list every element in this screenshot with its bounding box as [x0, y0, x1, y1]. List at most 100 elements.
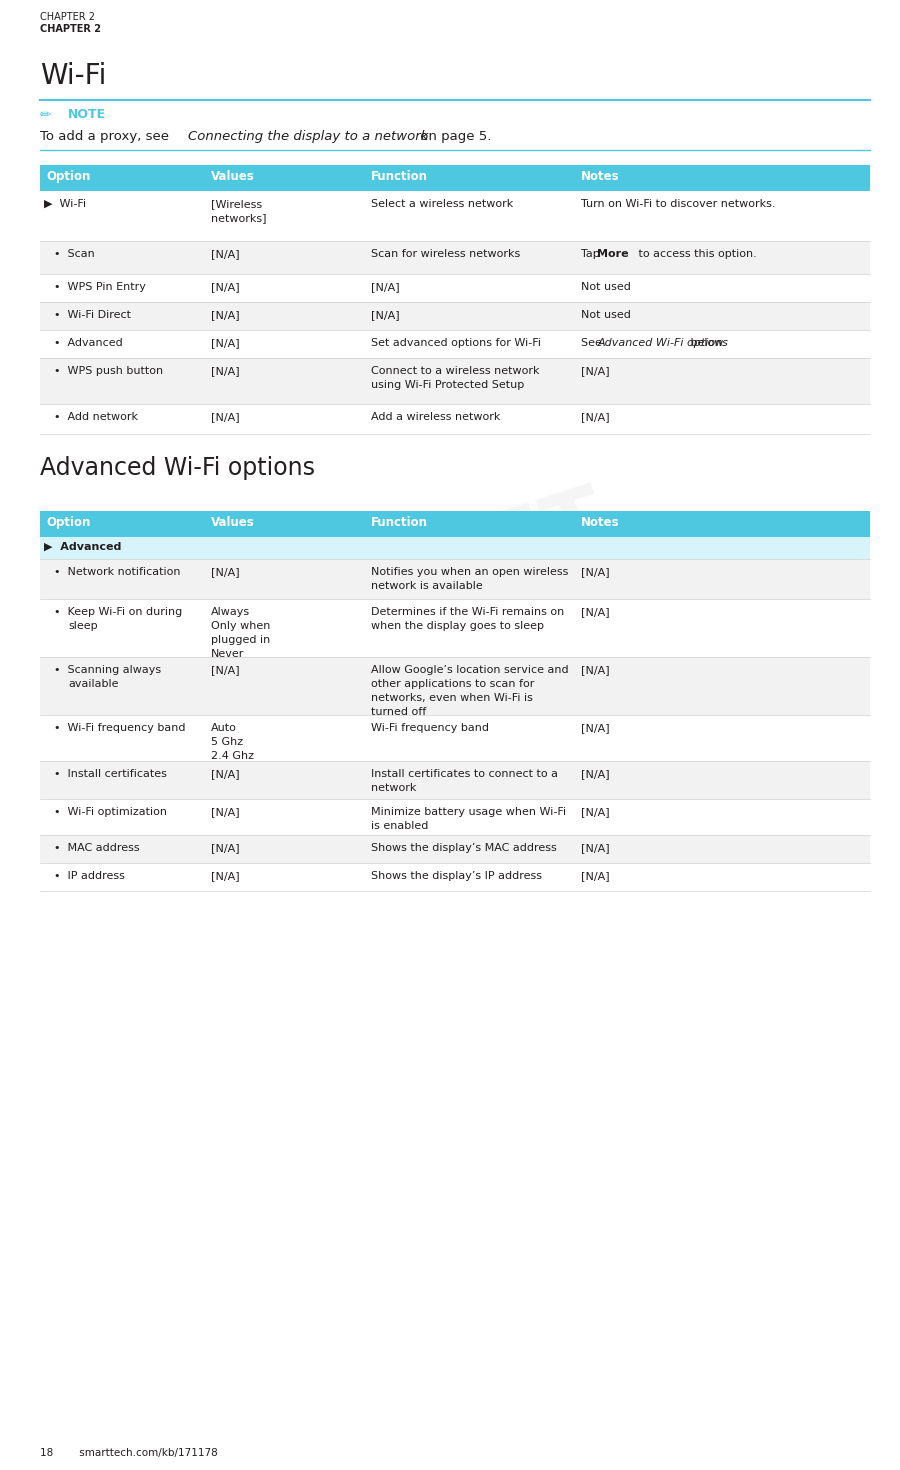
- Text: Always: Always: [211, 607, 250, 617]
- Text: •  Wi-Fi Direct: • Wi-Fi Direct: [54, 310, 131, 320]
- Text: [N/A]: [N/A]: [211, 567, 239, 578]
- Text: Not used: Not used: [581, 310, 631, 320]
- Text: network: network: [371, 784, 417, 792]
- Text: on page 5.: on page 5.: [416, 129, 491, 143]
- Text: Select a wireless network: Select a wireless network: [371, 198, 513, 209]
- Text: Wi-Fi: Wi-Fi: [40, 62, 106, 90]
- Text: See: See: [581, 338, 606, 348]
- Text: other applications to scan for: other applications to scan for: [371, 679, 535, 689]
- Text: Connect to a wireless network: Connect to a wireless network: [371, 366, 539, 376]
- Bar: [40, 404, 870, 434]
- Bar: [40, 241, 870, 273]
- Text: Wi-Fi frequency band: Wi-Fi frequency band: [371, 723, 489, 734]
- Text: [N/A]: [N/A]: [581, 607, 609, 617]
- Text: NOTE: NOTE: [68, 107, 106, 121]
- Text: sleep: sleep: [68, 620, 97, 631]
- Text: Function: Function: [371, 516, 428, 529]
- Text: plugged in: plugged in: [211, 635, 270, 645]
- Text: [N/A]: [N/A]: [581, 842, 609, 853]
- Text: [N/A]: [N/A]: [581, 412, 609, 422]
- Text: networks, even when Wi-Fi is: networks, even when Wi-Fi is: [371, 692, 533, 703]
- Text: [N/A]: [N/A]: [581, 769, 609, 779]
- Text: below.: below.: [687, 338, 726, 348]
- Text: Advanced Wi-Fi options: Advanced Wi-Fi options: [40, 456, 315, 481]
- Text: CHAPTER 2: CHAPTER 2: [40, 12, 95, 22]
- Text: Install certificates to connect to a: Install certificates to connect to a: [371, 769, 558, 779]
- Text: More: More: [598, 248, 629, 259]
- Bar: [40, 359, 870, 404]
- Bar: [40, 512, 870, 537]
- Text: Never: Never: [211, 648, 245, 659]
- Text: 5 Ghz: 5 Ghz: [211, 736, 243, 747]
- Text: Allow Google’s location service and: Allow Google’s location service and: [371, 664, 569, 675]
- Text: ✏: ✏: [40, 107, 51, 122]
- Text: Option: Option: [46, 516, 90, 529]
- Text: network is available: network is available: [371, 581, 482, 591]
- Text: Notes: Notes: [581, 516, 619, 529]
- Text: ▶  Wi-Fi: ▶ Wi-Fi: [44, 198, 86, 209]
- Bar: [40, 191, 870, 241]
- Bar: [40, 761, 870, 800]
- Text: •  Scanning always: • Scanning always: [54, 664, 161, 675]
- Text: •  WPS push button: • WPS push button: [54, 366, 163, 376]
- Text: Set advanced options for Wi-Fi: Set advanced options for Wi-Fi: [371, 338, 541, 348]
- Text: turned off: turned off: [371, 707, 427, 717]
- Text: •  Advanced: • Advanced: [54, 338, 122, 348]
- Text: Minimize battery usage when Wi-Fi: Minimize battery usage when Wi-Fi: [371, 807, 566, 817]
- Text: Notes: Notes: [581, 171, 619, 182]
- Text: [N/A]: [N/A]: [581, 567, 609, 578]
- Bar: [40, 537, 870, 559]
- Text: to access this option.: to access this option.: [614, 248, 756, 259]
- Text: [N/A]: [N/A]: [211, 769, 239, 779]
- Text: [N/A]: [N/A]: [371, 282, 400, 293]
- Text: [N/A]: [N/A]: [211, 872, 239, 881]
- Text: [N/A]: [N/A]: [211, 366, 239, 376]
- Text: Notifies you when an open wireless: Notifies you when an open wireless: [371, 567, 569, 578]
- Text: when the display goes to sleep: when the display goes to sleep: [371, 620, 544, 631]
- Text: •  Install certificates: • Install certificates: [54, 769, 166, 779]
- Bar: [40, 273, 870, 301]
- Bar: [40, 301, 870, 329]
- Bar: [40, 800, 870, 835]
- Text: Values: Values: [211, 171, 255, 182]
- Text: [N/A]: [N/A]: [581, 807, 609, 817]
- Text: using Wi-Fi Protected Setup: using Wi-Fi Protected Setup: [371, 381, 524, 390]
- Text: Only when: Only when: [211, 620, 270, 631]
- Bar: [40, 657, 870, 714]
- Text: •  Add network: • Add network: [54, 412, 138, 422]
- Text: •  Keep Wi-Fi on during: • Keep Wi-Fi on during: [54, 607, 182, 617]
- Text: networks]: networks]: [211, 213, 266, 223]
- Text: [N/A]: [N/A]: [211, 664, 239, 675]
- Text: [N/A]: [N/A]: [211, 807, 239, 817]
- Text: Advanced Wi-Fi options: Advanced Wi-Fi options: [598, 338, 728, 348]
- Text: [N/A]: [N/A]: [581, 366, 609, 376]
- Text: Shows the display’s MAC address: Shows the display’s MAC address: [371, 842, 557, 853]
- Text: Not used: Not used: [581, 282, 631, 293]
- Bar: [40, 329, 870, 359]
- Text: •  MAC address: • MAC address: [54, 842, 140, 853]
- Text: Scan for wireless networks: Scan for wireless networks: [371, 248, 520, 259]
- Bar: [40, 714, 870, 761]
- Text: Add a wireless network: Add a wireless network: [371, 412, 500, 422]
- Text: [N/A]: [N/A]: [211, 248, 239, 259]
- Text: is enabled: is enabled: [371, 822, 428, 831]
- Text: [N/A]: [N/A]: [581, 723, 609, 734]
- Text: [N/A]: [N/A]: [211, 842, 239, 853]
- Text: To add a proxy, see: To add a proxy, see: [40, 129, 173, 143]
- Text: 18        smarttech.com/kb/171178: 18 smarttech.com/kb/171178: [40, 1448, 218, 1458]
- Text: Auto: Auto: [211, 723, 237, 734]
- Text: Function: Function: [371, 171, 428, 182]
- Bar: [40, 598, 870, 657]
- Bar: [40, 835, 870, 863]
- Text: •  WPS Pin Entry: • WPS Pin Entry: [54, 282, 146, 293]
- Text: CHAPTER 2: CHAPTER 2: [40, 24, 101, 34]
- Text: ▶  Advanced: ▶ Advanced: [44, 542, 122, 553]
- Text: Values: Values: [211, 516, 255, 529]
- Text: [N/A]: [N/A]: [581, 872, 609, 881]
- Text: •  IP address: • IP address: [54, 872, 125, 881]
- Text: [N/A]: [N/A]: [371, 310, 400, 320]
- Text: Tap: Tap: [581, 248, 603, 259]
- Bar: [40, 559, 870, 598]
- Text: Determines if the Wi-Fi remains on: Determines if the Wi-Fi remains on: [371, 607, 564, 617]
- Bar: [40, 165, 870, 191]
